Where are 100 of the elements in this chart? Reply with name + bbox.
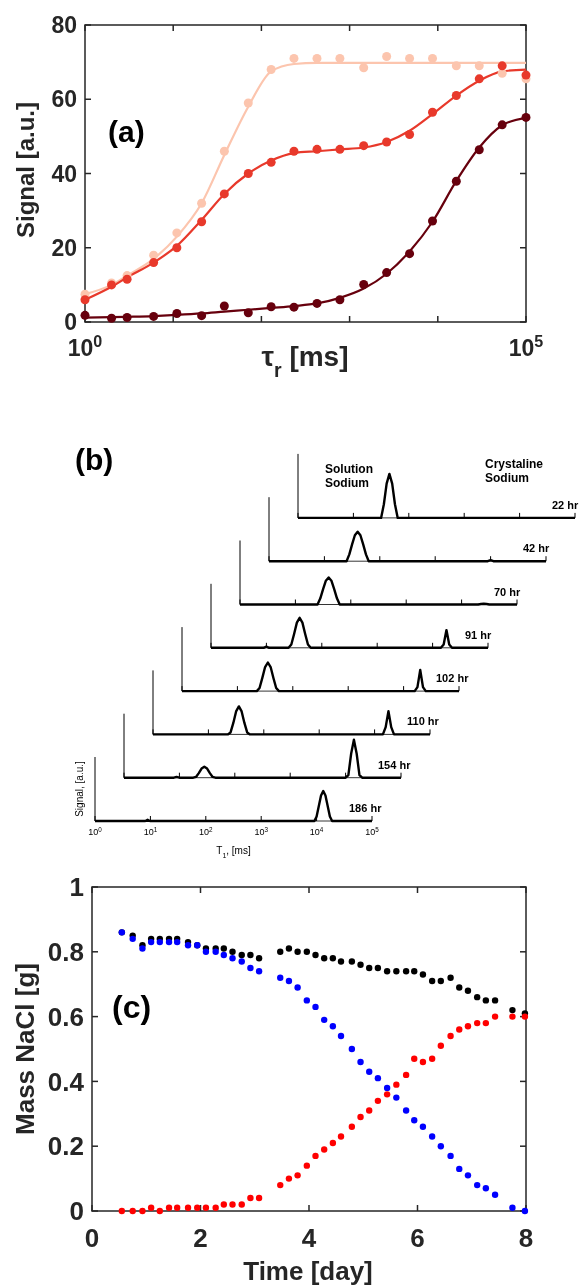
point	[320, 1146, 328, 1153]
point	[118, 1207, 126, 1215]
y-tick-label: 0.6	[47, 1001, 84, 1032]
point	[366, 964, 373, 972]
point	[156, 1207, 164, 1215]
point	[197, 217, 207, 227]
point	[419, 1058, 427, 1066]
point	[464, 1172, 472, 1179]
point	[474, 74, 484, 84]
point	[474, 145, 484, 155]
point	[247, 964, 254, 972]
point	[147, 1204, 155, 1211]
point	[219, 189, 229, 199]
point	[255, 955, 263, 962]
point	[165, 1204, 173, 1211]
point	[473, 993, 481, 1001]
y-tick-label: 40	[51, 160, 77, 187]
point	[312, 1152, 319, 1160]
point	[266, 65, 276, 75]
point	[149, 258, 159, 268]
series-label: 110 hr	[407, 715, 440, 728]
point	[212, 1204, 219, 1211]
y-axis-title: Mass NaCl [g]	[10, 963, 40, 1135]
point	[437, 977, 445, 985]
point	[312, 951, 319, 959]
point	[451, 61, 461, 71]
point	[247, 1194, 254, 1202]
point	[359, 141, 369, 151]
point	[266, 157, 276, 167]
x-axis-title: τ$_{r}$ [ms]	[261, 341, 349, 381]
point	[382, 52, 392, 62]
point	[329, 1139, 337, 1147]
point	[197, 198, 207, 208]
annotation: (c)	[112, 989, 152, 1025]
x-tick-label: 10$^{3}$	[254, 825, 269, 837]
point	[428, 107, 438, 117]
point	[491, 1013, 499, 1020]
point	[255, 1194, 263, 1202]
point	[491, 997, 499, 1004]
point	[289, 302, 299, 312]
point	[393, 1081, 400, 1088]
point	[277, 974, 284, 981]
point	[348, 1045, 356, 1053]
annotation: (a)	[108, 115, 145, 148]
y-tick-label: 0.8	[47, 936, 84, 967]
point	[243, 308, 253, 318]
point	[456, 1026, 463, 1033]
point	[219, 301, 229, 311]
point	[303, 1162, 311, 1169]
point	[456, 1165, 463, 1173]
point	[255, 968, 263, 975]
point	[289, 53, 299, 63]
point	[197, 311, 207, 321]
point	[184, 942, 192, 949]
series-label: 154 hr	[378, 758, 412, 771]
point	[337, 958, 345, 965]
point	[348, 958, 356, 965]
text: (b)	[75, 443, 114, 476]
point	[149, 250, 159, 260]
x-tick-label: 8	[518, 1223, 534, 1253]
point	[243, 169, 253, 178]
x-axis-title: Time [day]	[243, 1256, 373, 1285]
point	[474, 61, 484, 71]
point	[172, 243, 182, 253]
x-tick-label: 10$^{1}$	[143, 825, 158, 837]
series-label: 22 hr	[552, 498, 580, 511]
y-tick-label: 60	[51, 86, 77, 113]
point	[220, 951, 228, 959]
point	[447, 1152, 454, 1160]
point	[359, 63, 369, 73]
x-tick-label: 10$^{4}$	[309, 825, 324, 837]
point	[289, 146, 299, 156]
point	[129, 935, 136, 943]
point	[359, 280, 369, 289]
x-tick-label: 10$^{5}$	[365, 825, 380, 837]
point	[383, 1084, 391, 1092]
point	[320, 955, 328, 962]
point	[509, 1006, 516, 1014]
point	[285, 945, 293, 952]
x-tick-label: 4	[301, 1223, 317, 1253]
point	[80, 310, 90, 320]
point	[393, 1094, 400, 1101]
point	[219, 146, 229, 156]
point	[335, 295, 345, 305]
point	[437, 1143, 445, 1150]
point	[473, 1019, 481, 1027]
point	[447, 1032, 454, 1040]
point	[473, 1181, 481, 1189]
point	[497, 61, 507, 71]
point	[382, 137, 392, 147]
point	[357, 1058, 364, 1066]
point	[402, 968, 410, 975]
point	[172, 228, 182, 238]
point	[428, 1055, 436, 1062]
y-tick-label: 80	[51, 12, 77, 39]
annotation: Crystaline Sodium	[485, 457, 544, 486]
point	[491, 1191, 499, 1198]
point	[482, 1185, 490, 1192]
point	[428, 216, 438, 226]
point	[194, 1204, 201, 1211]
